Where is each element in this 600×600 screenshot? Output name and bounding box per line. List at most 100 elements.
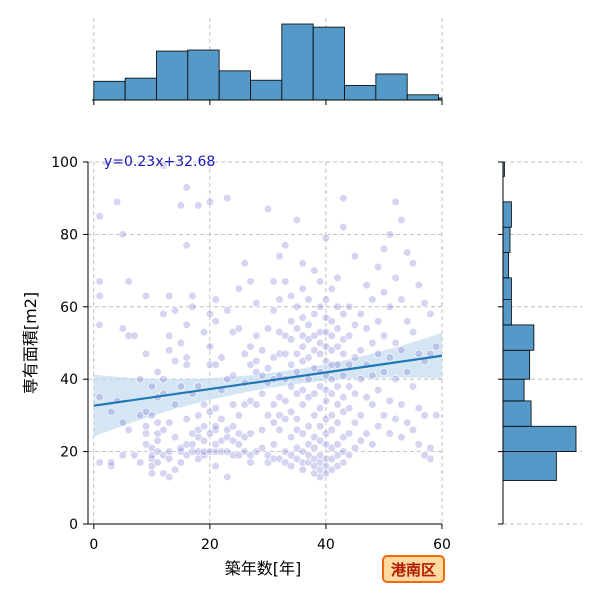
scatter-point [391, 197, 400, 206]
scatter-point [124, 425, 133, 434]
scatter-point [159, 451, 168, 460]
scatter-point [414, 404, 423, 413]
x-histogram-bar [375, 73, 408, 101]
scatter-point [101, 162, 110, 167]
scatter-point [287, 335, 296, 344]
scatter-point [95, 291, 104, 301]
scatter-point [118, 324, 127, 333]
scatter-point [211, 440, 220, 449]
scatter-point [310, 433, 319, 442]
scatter-point [379, 411, 389, 420]
scatter-point [310, 389, 319, 398]
scatter-point [408, 425, 418, 434]
scatter-point [269, 418, 278, 427]
scatter-point [246, 360, 255, 369]
y-marginal-histogram [498, 161, 582, 525]
scatter-point [170, 465, 180, 474]
regression-equation: y=0.23x+32.68 [104, 154, 215, 170]
scatter-point [385, 230, 394, 239]
scatter-point [257, 443, 267, 453]
scatter-point [199, 400, 209, 409]
scatter-point [432, 411, 441, 420]
scatter-point [333, 400, 342, 409]
scatter-point [327, 375, 336, 384]
scatter-point [211, 295, 220, 304]
scatter-point [263, 451, 273, 460]
scatter-point [136, 375, 145, 384]
scatter-point [350, 252, 360, 261]
scatter-point [356, 411, 365, 420]
scatter-point [316, 451, 325, 460]
x-histogram-bar [344, 85, 377, 101]
confidence-band [93, 332, 442, 437]
scatter-point [298, 465, 307, 474]
scatter-point [223, 194, 232, 203]
x-histogram-bar [156, 50, 189, 101]
scatter-point [321, 385, 331, 395]
scatter-point [287, 360, 296, 369]
scatter-point [362, 429, 371, 438]
scatter-point [228, 451, 238, 460]
scatter-point [333, 273, 342, 282]
scatter-point [281, 414, 290, 424]
scatter-point [426, 309, 435, 319]
scatter-point [298, 400, 307, 409]
scatter-point [281, 241, 290, 250]
ward-badge: 港南区 [382, 555, 445, 583]
scatter-point [385, 429, 394, 438]
scatter-point [182, 241, 191, 250]
scatter-point [263, 458, 273, 467]
ward-badge-label: 港南区 [391, 561, 436, 579]
scatter-point [188, 291, 197, 301]
scatter-point [339, 458, 348, 467]
x-tick-label: 20 [201, 537, 219, 553]
x-marginal-histogram [92, 18, 443, 105]
scatter-point [269, 454, 278, 463]
scatter-point [298, 458, 307, 467]
scatter-point [298, 313, 307, 322]
scatter-point [165, 331, 174, 340]
scatter-point [211, 360, 220, 369]
scatter-point [165, 291, 174, 301]
scatter-point [408, 328, 418, 337]
scatter-point [95, 393, 104, 402]
scatter-point [339, 223, 348, 232]
y-histogram-bar [502, 425, 577, 453]
x-marginal-bars [93, 23, 443, 101]
scatter-point [240, 400, 249, 409]
scatter-point [356, 309, 365, 319]
scatter-point [321, 233, 331, 243]
scatter-point [339, 447, 348, 456]
scatter-point [252, 357, 261, 366]
scatter-point [333, 440, 342, 449]
scatter-point [287, 382, 296, 391]
scatter-point [275, 328, 284, 337]
scatter-point [292, 443, 302, 453]
scatter-point [298, 447, 307, 456]
scatter-point [281, 331, 290, 340]
scatter-point [414, 349, 423, 358]
scatter-point [292, 454, 302, 463]
y-ticks: 0 20 40 60 80 100 [51, 155, 88, 533]
scatter-point [159, 469, 168, 478]
scatter-point [188, 429, 197, 438]
x-histogram-bar [312, 26, 345, 101]
scatter-point [403, 418, 412, 427]
scatter-point [269, 277, 278, 286]
scatter-point [327, 389, 336, 398]
scatter-point [333, 302, 342, 311]
scatter-point [408, 259, 418, 268]
scatter-point [199, 447, 209, 456]
scatter-point [345, 331, 354, 340]
scatter-point [234, 324, 243, 333]
scatter-point [176, 382, 185, 391]
scatter-point [397, 215, 406, 225]
scatter-point [333, 342, 342, 351]
scatter-point [159, 375, 168, 384]
scatter-point [304, 422, 313, 431]
x-histogram-bar [93, 80, 126, 101]
scatter-point [223, 306, 232, 315]
x-tick-label: 40 [317, 537, 335, 553]
scatter-point [397, 433, 406, 442]
